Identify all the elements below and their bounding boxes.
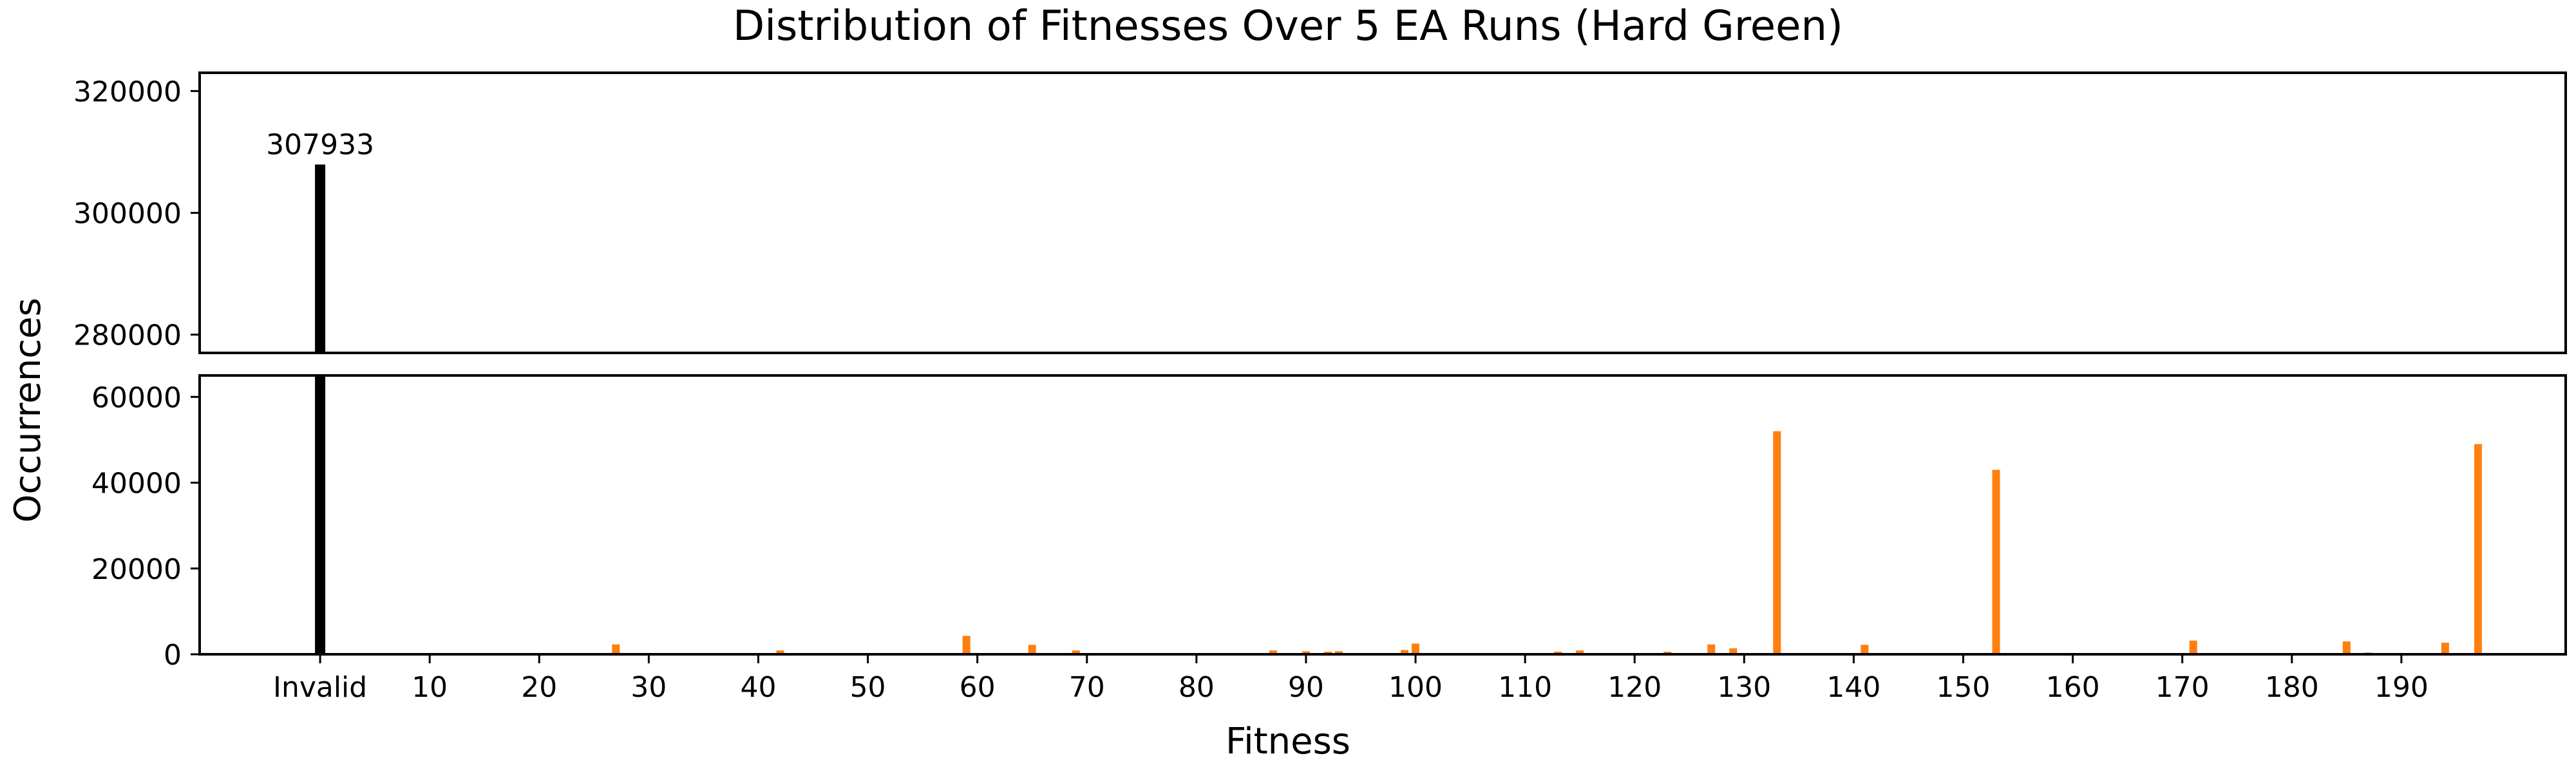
x-tick-label: 140 — [1826, 671, 1880, 704]
bar-fitness-115 — [1576, 650, 1584, 654]
y-tick-label: 280000 — [73, 319, 182, 352]
lower-panel-bars — [315, 375, 2482, 654]
bar-fitness-185 — [2342, 641, 2351, 654]
bar-fitness-99 — [1401, 650, 1409, 654]
bar-fitness-65 — [1028, 645, 1036, 654]
bar-fitness-69 — [1072, 650, 1080, 654]
bar-fitness-141 — [1861, 645, 1869, 654]
bar-fitness-194 — [2441, 643, 2449, 654]
bar-fitness-197 — [2474, 444, 2482, 654]
bar-fitness-59 — [962, 636, 971, 654]
bar-fitness-171 — [2189, 640, 2197, 654]
bar-fitness-42 — [776, 650, 784, 654]
y-tick-label: 40000 — [91, 468, 182, 500]
x-tick-label: 90 — [1288, 671, 1324, 704]
bar-invalid — [315, 375, 326, 654]
upper-panel-frame — [198, 71, 2567, 354]
bar-fitness-100 — [1412, 643, 1420, 654]
y-tick-label: 300000 — [73, 198, 182, 231]
bar-fitness-90 — [1302, 651, 1310, 654]
y-tick-label: 0 — [164, 639, 182, 672]
x-tick-label: 60 — [960, 671, 996, 704]
x-tick-label: 110 — [1498, 671, 1552, 704]
upper-panel-bars — [315, 164, 326, 353]
lower-panel-frame — [198, 374, 2567, 656]
upper-panel: 280000 300000 320000 307933 — [73, 71, 2567, 354]
x-tick-label: 20 — [521, 671, 557, 704]
x-axis-label: Fitness — [1226, 721, 1350, 762]
y-tick-label: 20000 — [91, 553, 182, 586]
x-tick-label: 170 — [2155, 671, 2210, 704]
y-axis-label: Occurrences — [7, 298, 49, 522]
y-tick-label: 320000 — [73, 75, 182, 108]
x-tick-label: 50 — [850, 671, 886, 704]
x-tick-label: 80 — [1179, 671, 1215, 704]
bar-fitness-93 — [1334, 651, 1343, 654]
x-tick-label: 10 — [412, 671, 448, 704]
bar-fitness-87 — [1269, 650, 1277, 654]
bar-invalid — [315, 164, 326, 353]
bar-invalid-data-label: 307933 — [266, 128, 374, 161]
bar-fitness-127 — [1707, 644, 1716, 654]
x-tick-label: 180 — [2265, 671, 2319, 704]
x-axis: Invalid 10 20 30 40 50 60 70 80 90 100 110 120 130 140… — [273, 654, 2429, 704]
x-tick-label: 160 — [2046, 671, 2100, 704]
x-tick-label: 190 — [2374, 671, 2429, 704]
x-tick-label: Invalid — [273, 671, 367, 704]
x-tick-label: 130 — [1717, 671, 1771, 704]
bar-fitness-153 — [1992, 469, 2000, 654]
y-tick-label: 60000 — [91, 381, 182, 414]
bar-fitness-129 — [1729, 648, 1738, 654]
bar-fitness-133 — [1773, 431, 1781, 654]
x-tick-label: 150 — [1936, 671, 1990, 704]
x-tick-label: 120 — [1607, 671, 1662, 704]
lower-panel: 0 20000 40000 60000 — [91, 374, 2567, 672]
x-tick-label: 30 — [630, 671, 667, 704]
chart-title: Distribution of Fitnesses Over 5 EA Runs… — [733, 3, 1843, 50]
bar-fitness-27 — [612, 644, 620, 654]
x-tick-label: 40 — [740, 671, 776, 704]
x-tick-label: 100 — [1388, 671, 1443, 704]
x-tick-label: 70 — [1069, 671, 1105, 704]
